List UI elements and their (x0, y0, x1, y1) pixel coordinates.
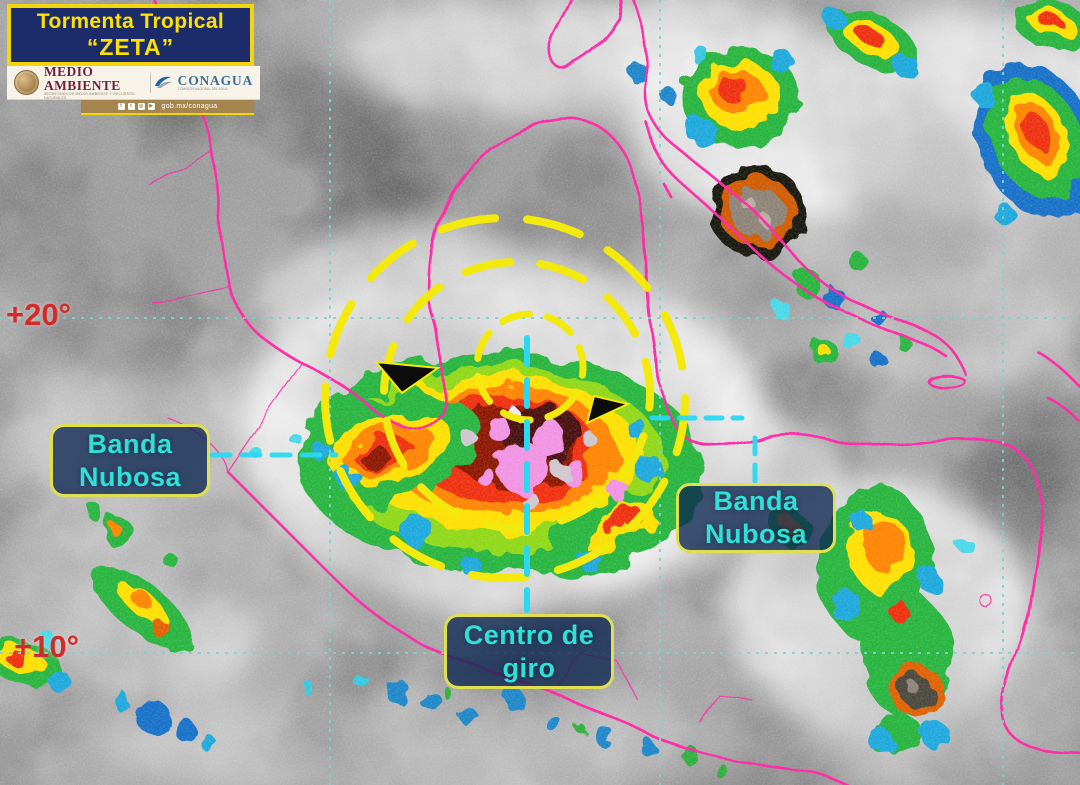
medio-ambiente-subtitle: SECRETARÍA DE MEDIO AMBIENTE Y RECURSOS … (44, 92, 135, 100)
medio-ambiente-logo: MEDIO AMBIENTE SECRETARÍA DE MEDIO AMBIE… (14, 65, 148, 100)
coast-cuba-south (642, 118, 948, 358)
logo-divider (149, 72, 151, 93)
callout-line: giro (502, 652, 556, 683)
callout-line: Centro de (463, 619, 595, 650)
conagua-subtitle: COMISIÓN NACIONAL DEL AGUA (177, 87, 228, 92)
social-url: gob.mx/conagua (161, 103, 218, 110)
coast-florida (547, 0, 624, 68)
twitter-icon: t (127, 103, 135, 110)
conagua-logo: CONAGUA COMISIÓN NACIONAL DEL AGUA (153, 74, 253, 92)
callout-line: Banda (87, 428, 173, 459)
coastlines (149, 0, 1080, 785)
rotation-circles (321, 214, 689, 582)
rotation-circle-middle (380, 258, 654, 532)
eagle-seal-icon (14, 70, 39, 95)
callout-connectors (209, 335, 758, 613)
coast-cozumel (663, 183, 675, 201)
latitude-label-10: +10° (14, 629, 79, 664)
callout-line: Banda (713, 486, 799, 517)
rotation-arrow-west (373, 360, 441, 395)
coast-cuba-north (631, 0, 966, 375)
rotation-circle-inner (473, 310, 587, 424)
storm-title-line-2: “ZETA” (86, 33, 175, 60)
storm-title-banner: Tormenta Tropical “ZETA” (7, 4, 254, 66)
callout-banda-nubosa-right: Banda Nubosa (676, 483, 836, 553)
water-wave-icon (154, 77, 172, 89)
rotation-circle-outer (321, 214, 689, 582)
callout-line: Nubosa (78, 461, 181, 492)
storm-title-line-1: Tormenta Tropical (36, 9, 225, 33)
youtube-icon: ▶ (147, 103, 155, 110)
latitude-label-20: +20° (6, 297, 71, 332)
conagua-name: CONAGUA (177, 72, 253, 88)
agency-logo-bar: MEDIO AMBIENTE SECRETARÍA DE MEDIO AMBIE… (7, 65, 260, 100)
coast-mexico-yucatan-honduras (153, 0, 1080, 756)
social-bar: f t ◎ ▶ gob.mx/conagua (81, 100, 254, 115)
rotation-arrows (373, 360, 632, 425)
coast-hispaniola (1036, 350, 1080, 424)
rotation-arrow-east (585, 394, 632, 425)
medio-ambiente-name: MEDIO AMBIENTE (44, 64, 121, 93)
callout-centro-de-giro: Centro de giro (444, 614, 614, 689)
facebook-icon: f (117, 103, 125, 110)
coast-jamaica (925, 372, 965, 388)
instagram-icon: ◎ (137, 103, 145, 110)
callout-banda-nubosa-left: Banda Nubosa (50, 424, 210, 497)
callout-line: Nubosa (704, 519, 807, 549)
